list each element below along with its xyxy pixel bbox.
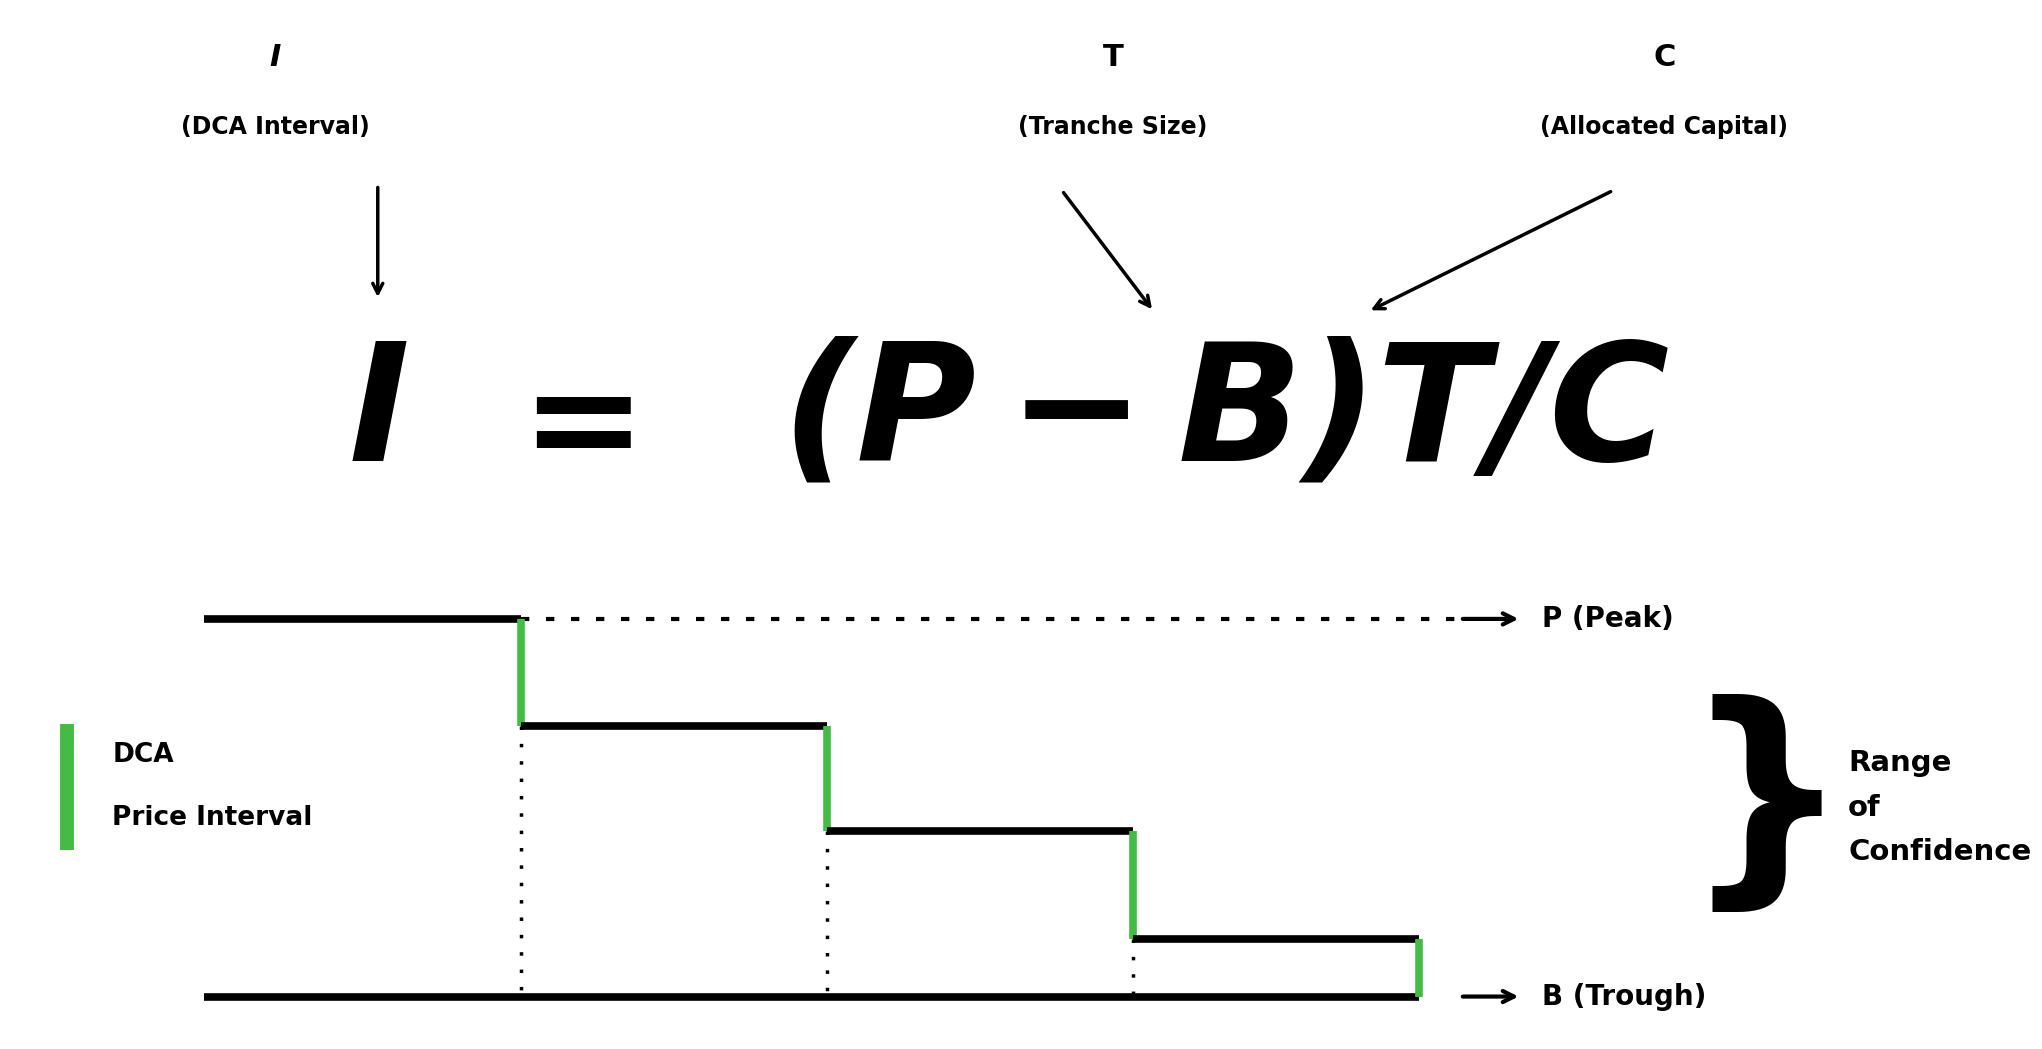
Text: $\mathbfit{I}$: $\mathbfit{I}$ xyxy=(347,336,408,495)
Text: (Tranche Size): (Tranche Size) xyxy=(1019,115,1207,138)
Text: Price Interval: Price Interval xyxy=(112,806,312,831)
Text: $\mathbf{=}$: $\mathbf{=}$ xyxy=(490,355,633,499)
Text: Confidence: Confidence xyxy=(1848,838,2032,866)
Text: Range: Range xyxy=(1848,749,1952,777)
Text: P (Peak): P (Peak) xyxy=(1542,605,1674,633)
Text: }: } xyxy=(1683,693,1850,922)
Text: $\mathbfit{(P-B)T/C}$: $\mathbfit{(P-B)T/C}$ xyxy=(780,336,1670,495)
Text: (Allocated Capital): (Allocated Capital) xyxy=(1540,115,1789,138)
Text: of: of xyxy=(1848,794,1881,821)
Text: $\mathbf{C}$: $\mathbf{C}$ xyxy=(1654,43,1674,72)
Text: $\mathbf{T}$: $\mathbf{T}$ xyxy=(1101,43,1125,72)
Text: DCA: DCA xyxy=(112,743,174,768)
Text: $\mathbfit{I}$: $\mathbfit{I}$ xyxy=(270,43,282,72)
Text: (DCA Interval): (DCA Interval) xyxy=(182,115,370,138)
Text: B (Trough): B (Trough) xyxy=(1542,983,1705,1010)
